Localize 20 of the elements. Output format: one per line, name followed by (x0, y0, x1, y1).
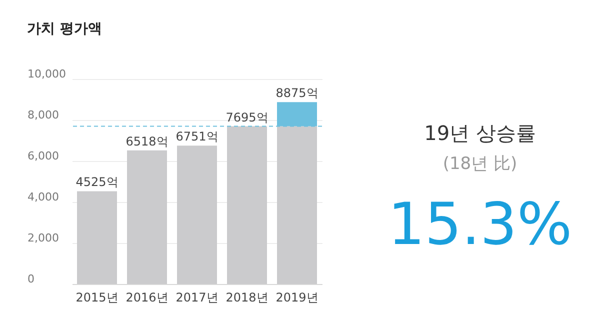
y-tick-label: 2,000 (28, 232, 59, 244)
total-label: 4525억 (76, 175, 118, 190)
y-tick-label: 6,000 (28, 150, 59, 162)
total-label: 8875억 (276, 86, 318, 100)
y-tick-label: 10,000 (28, 68, 66, 80)
x-tick-label: 2018년 (226, 290, 268, 304)
x-tick-label: 2015년 (76, 290, 118, 304)
y-tick-label: 0 (28, 272, 34, 286)
text: 15.3% (386, 190, 574, 258)
text: 19년 상승률 (423, 120, 537, 147)
x-tick-label: 2016년 (126, 290, 168, 304)
total-label: 6518억 (126, 134, 168, 148)
text: (18년 比) (442, 153, 518, 175)
y-tick-label: 4,000 (28, 190, 59, 204)
x-tick-label: 2019년 (276, 290, 318, 304)
chart-title: 가치 평가액 (27, 21, 102, 37)
x-tick-label: 2017년 (176, 290, 218, 304)
total-label: 6751억 (176, 130, 218, 144)
total-label: 7695억 (226, 110, 268, 124)
y-tick-label: 8,000 (28, 108, 59, 122)
